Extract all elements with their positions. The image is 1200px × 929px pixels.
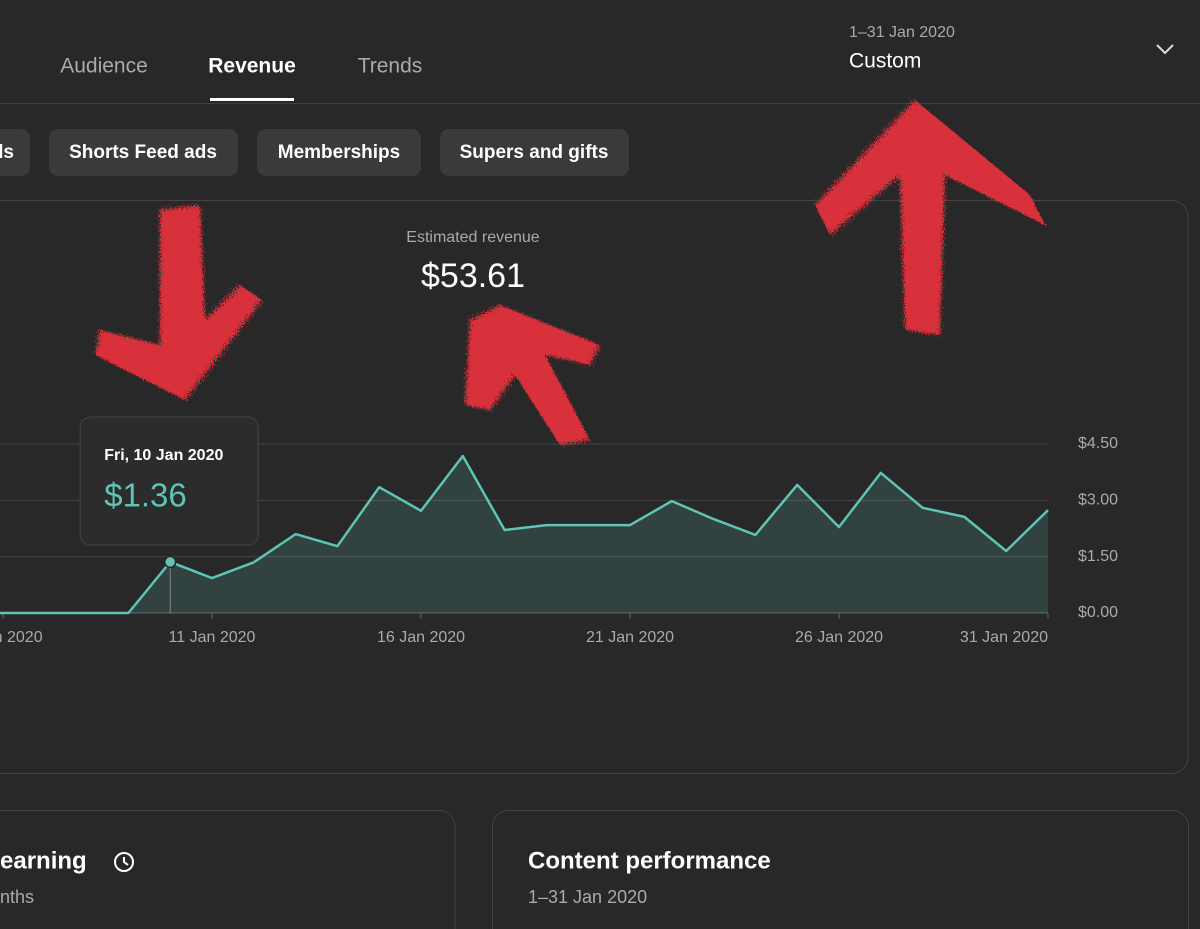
tooltip-value: $1.36	[104, 477, 187, 514]
date-period[interactable]: 1–31 Jan 2020	[849, 24, 955, 41]
x-tick-label: 26 Jan 2020	[795, 629, 883, 646]
card-title: earning	[0, 847, 87, 874]
card-subtitle: 1–31 Jan 2020	[528, 887, 647, 907]
chip[interactable]	[440, 129, 629, 176]
y-tick-label: $1.50	[1078, 548, 1118, 565]
clock-icon[interactable]	[114, 852, 134, 872]
card-title: Content performance	[528, 847, 771, 874]
x-tick-label: 11 Jan 2020	[169, 629, 256, 646]
tab[interactable]: Trends	[358, 55, 423, 78]
card	[0, 810, 456, 929]
tab[interactable]: Audience	[60, 55, 148, 78]
x-tick-label: 16 Jan 2020	[377, 629, 465, 646]
chip-label[interactable]: ds	[0, 142, 14, 163]
chip-label[interactable]: Shorts Feed ads	[69, 142, 217, 163]
card	[492, 810, 1189, 929]
tab-underline	[210, 98, 294, 101]
chip[interactable]	[0, 129, 30, 176]
area	[0, 456, 1048, 613]
tooltip-date: Fri, 10 Jan 2020	[104, 447, 223, 464]
tab-active[interactable]: Revenue	[208, 55, 296, 78]
x-tick-label: 6 Jan 2020	[0, 629, 43, 646]
tooltip	[79, 416, 259, 546]
metric-title: Estimated revenue	[406, 229, 540, 246]
chip-label[interactable]: Supers and gifts	[460, 142, 609, 163]
card-subtitle: nths	[0, 887, 34, 907]
chip-label[interactable]: Memberships	[278, 142, 400, 163]
hover-point	[163, 555, 177, 569]
chip[interactable]	[49, 129, 238, 176]
metric-total: $53.61	[421, 257, 525, 295]
dropdown-chevron[interactable]	[1156, 44, 1174, 55]
y-tick-label: $3.00	[1078, 492, 1118, 509]
annotation-arrows	[95, 100, 1045, 445]
x-tick-label: 21 Jan 2020	[586, 629, 674, 646]
date-label[interactable]: Custom	[849, 50, 921, 73]
y-tick-label: $0.00	[1078, 604, 1118, 621]
plot: $0.00 $1.50 $3.00 $4.50 6 Jan 2020 11 Jan 202…	[0, 416, 1118, 646]
line	[0, 454, 1049, 615]
chip[interactable]	[257, 129, 421, 176]
x-tick-label: 31 Jan 2020	[960, 629, 1048, 646]
y-tick-label: $4.50	[1078, 435, 1118, 452]
chart-card	[0, 200, 1189, 774]
